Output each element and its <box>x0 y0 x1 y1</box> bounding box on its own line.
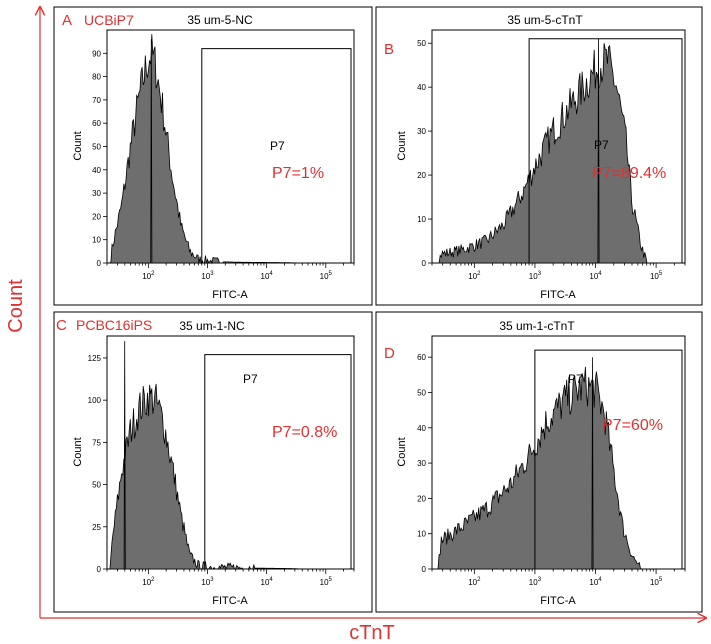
panel-c: C PCBC16iPS 35 um-1-NC P7 P7=0.8% 0 25 50 7… <box>53 311 373 613</box>
histogram-fill <box>109 34 303 265</box>
x-tick-label: 103 <box>201 271 214 281</box>
x-ticks: 102 103 104 105 <box>106 263 355 281</box>
panel-a: A UCBiP7 35 um-5-NC P7 P7=1% 0 10 20 30 40 50… <box>53 6 373 306</box>
panel-frame <box>53 311 373 613</box>
y-tick-label: 90 <box>92 49 101 58</box>
y-tick-label: 60 <box>417 353 426 362</box>
x-tick-label: 102 <box>468 271 481 281</box>
panel-b: B 35 um-5-cTnT P7 P7=89.4% 0 10 20 30 40 50 1… <box>375 6 703 306</box>
y-tick-label: 30 <box>92 189 101 198</box>
x-tick-label: 102 <box>142 577 155 587</box>
y-tick-label: 0 <box>97 565 102 574</box>
y-tick-label: 125 <box>88 354 102 363</box>
x-tick-label: 104 <box>589 577 602 587</box>
y-tick-label: 20 <box>92 212 101 221</box>
gate-label: P7 <box>270 139 285 153</box>
gate-label: P7 <box>243 372 258 386</box>
y-ticks: 0 10 20 30 40 50 60 <box>417 353 432 574</box>
y-ticks: 0 10 20 30 40 50 <box>417 39 432 268</box>
y-ticks: 0 25 50 75 100 125 <box>88 354 107 574</box>
x-axis-title: FITC-A <box>540 289 576 301</box>
x-tick-label: 102 <box>142 271 155 281</box>
y-tick-label: 20 <box>417 494 426 503</box>
histogram-fill <box>437 357 642 570</box>
x-tick-label: 103 <box>529 577 542 587</box>
y-tick-label: 0 <box>422 565 427 574</box>
y-tick-label: 75 <box>92 438 101 447</box>
y-tick-label: 50 <box>417 388 426 397</box>
gate-percent-label: P7=0.8% <box>272 424 337 441</box>
x-tick-label: 102 <box>468 577 481 587</box>
y-tick-label: 100 <box>88 396 102 405</box>
y-ticks: 0 10 20 30 40 50 60 70 80 90 <box>92 49 107 268</box>
cell-line-label: PCBC16iPS <box>76 317 152 333</box>
panel-frame <box>375 311 703 613</box>
x-tick-label: 105 <box>650 577 663 587</box>
y-tick-label: 0 <box>97 259 102 268</box>
x-axis-title: FITC-A <box>212 595 248 607</box>
y-axis-label: Count <box>5 279 27 333</box>
y-tick-label: 40 <box>417 424 426 433</box>
y-tick-label: 70 <box>92 96 101 105</box>
x-tick-label: 105 <box>320 271 333 281</box>
x-axis-title: FITC-A <box>540 595 576 607</box>
gate-percent-label: P7=1% <box>272 165 324 182</box>
x-tick-label: 103 <box>201 577 214 587</box>
x-tick-label: 103 <box>529 271 542 281</box>
y-tick-label: 40 <box>417 83 426 92</box>
panel-letter: B <box>384 41 394 58</box>
y-axis-title: Count <box>72 131 84 160</box>
x-axis-label: cTnT <box>349 622 395 644</box>
y-tick-label: 0 <box>422 259 427 268</box>
y-axis-title: Count <box>72 437 84 466</box>
plot-title: 35 um-5-NC <box>187 13 253 27</box>
gate-percent-label: P7=60% <box>602 417 663 434</box>
x-axis-title: FITC-A <box>212 289 248 301</box>
y-axis-title: Count <box>396 131 408 160</box>
histogram-fill <box>109 341 303 570</box>
cell-line-label: UCBiP7 <box>84 12 134 28</box>
y-tick-label: 50 <box>92 143 101 152</box>
y-tick-label: 40 <box>92 166 101 175</box>
y-tick-label: 30 <box>417 127 426 136</box>
y-tick-label: 20 <box>417 171 426 180</box>
gate-bracket <box>201 48 352 263</box>
y-tick-label: 10 <box>92 236 101 245</box>
x-ticks: 102 103 104 105 <box>431 569 686 587</box>
y-tick-label: 10 <box>417 530 426 539</box>
gate-bracket <box>204 354 352 569</box>
panel-frame <box>375 6 703 306</box>
y-tick-label: 25 <box>92 523 101 532</box>
panel-letter: D <box>384 345 395 362</box>
y-tick-label: 50 <box>92 481 101 490</box>
y-tick-label: 80 <box>92 73 101 82</box>
x-tick-label: 105 <box>650 271 663 281</box>
y-axis-title: Count <box>396 437 408 466</box>
plot-title: 35 um-5-cTnT <box>507 13 583 27</box>
y-tick-label: 30 <box>417 459 426 468</box>
x-tick-label: 104 <box>261 271 274 281</box>
x-tick-label: 105 <box>320 577 333 587</box>
x-ticks: 102 103 104 105 <box>431 263 686 281</box>
panel-letter: A <box>62 12 72 29</box>
gate-percent-label: P7=89.4% <box>592 165 666 182</box>
x-ticks: 102 103 104 105 <box>106 569 355 587</box>
gate-bracket <box>528 38 683 263</box>
gate-bracket <box>534 349 683 569</box>
histogram-fill <box>438 38 648 264</box>
gate-label: P7 <box>594 138 609 152</box>
x-tick-label: 104 <box>589 271 602 281</box>
y-tick-label: 50 <box>417 39 426 48</box>
x-tick-label: 104 <box>261 577 274 587</box>
plot-title: 35 um-1-NC <box>179 319 245 333</box>
panel-letter: C <box>56 317 67 334</box>
plot-title: 35 um-1-cTnT <box>499 319 575 333</box>
panel-d: D 35 um-1-cTnT P7 P7=60% 0 10 20 30 40 50 60 1… <box>375 311 703 613</box>
y-tick-label: 60 <box>92 119 101 128</box>
y-tick-label: 10 <box>417 215 426 224</box>
panel-frame <box>53 6 373 306</box>
gate-label: P7 <box>568 372 583 386</box>
